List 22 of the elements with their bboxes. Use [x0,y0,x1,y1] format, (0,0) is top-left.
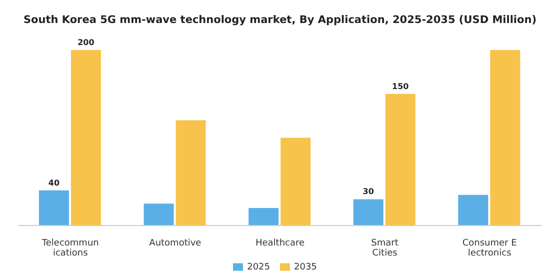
bar [458,194,488,226]
data-label: 150 [392,82,410,91]
data-label: 30 [362,187,374,196]
bar [490,50,520,226]
x-tick-label: Telecommunications [40,238,99,259]
legend-label: 2025 [247,262,270,272]
bar [280,138,311,226]
bar [385,94,416,226]
x-tick-label: Smart Cities [371,238,399,259]
bar [176,120,206,226]
x-tick-label: Healthcare [255,238,305,249]
data-label: 200 [78,38,95,47]
data-label: 40 [48,178,60,188]
bar [248,208,279,226]
x-tick-label: Automotive [149,238,202,249]
bar [353,199,384,226]
bar [144,204,174,226]
chart-title: South Korea 5G mm-wave technology market, By Application, 2025-2035 (USD Million) [22,13,538,28]
legend-label: 2035 [294,262,317,272]
bar [38,190,69,226]
x-tick-label: Consumer Electronics [462,238,518,259]
bar [70,50,101,226]
